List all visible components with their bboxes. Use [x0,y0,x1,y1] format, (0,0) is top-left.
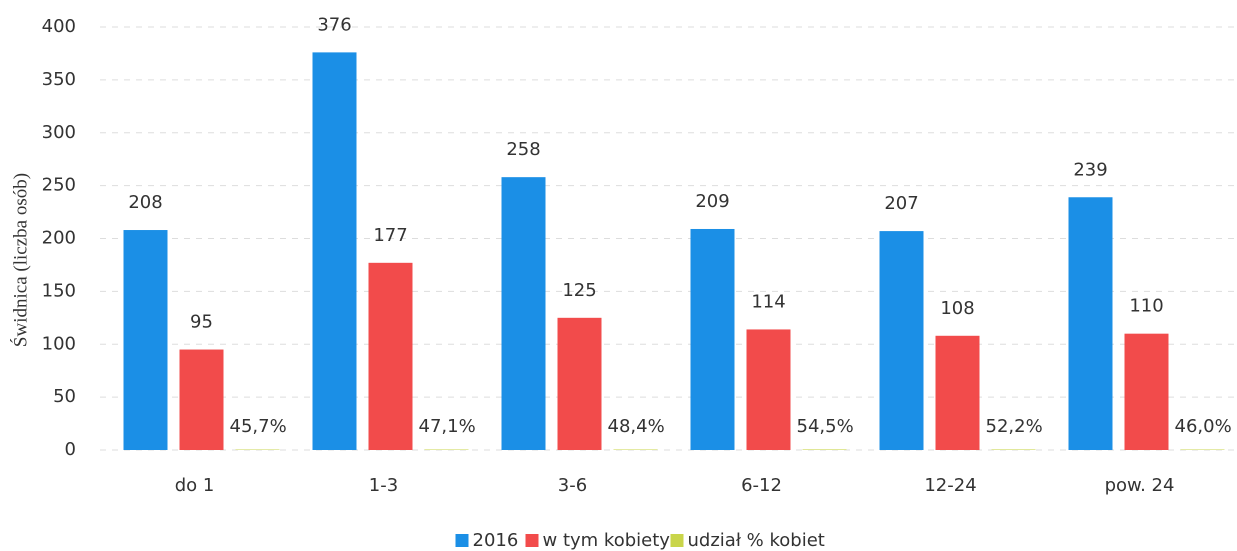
bar [1068,197,1113,450]
bar [1124,333,1169,450]
value-label: 45,7% [230,416,287,437]
x-tick-label: 12-24 [924,475,976,496]
value-label: 209 [695,191,729,212]
x-tick-label: pow. 24 [1105,475,1175,496]
bar [368,262,413,450]
legend-label: w tym kobiety [543,530,671,551]
value-label: 48,4% [608,416,665,437]
legend-swatch [455,534,469,547]
bar [746,329,791,450]
value-label: 207 [884,193,918,214]
bar [991,449,1036,450]
x-tick-label: 3-6 [558,475,587,496]
value-label: 47,1% [419,416,476,437]
bar [123,230,168,450]
value-label: 125 [562,280,596,301]
bar [312,52,357,450]
x-tick-label: do 1 [175,475,215,496]
bar [935,335,980,450]
y-tick-label: 50 [53,386,76,407]
y-tick-label: 300 [42,122,76,143]
y-tick-label: 150 [42,280,76,301]
bar [690,228,735,450]
x-tick-label: 6-12 [741,475,782,496]
value-label: 208 [128,192,162,213]
value-label: 52,2% [986,416,1043,437]
y-tick-label: 0 [65,439,76,460]
bar [879,231,924,450]
value-label: 95 [190,312,213,333]
value-label: 114 [751,291,785,312]
y-tick-label: 200 [42,228,76,249]
value-label: 239 [1073,159,1107,180]
value-label: 108 [940,298,974,319]
y-tick-label: 250 [42,175,76,196]
legend-label: 2016 [473,530,519,551]
legend-swatch [525,534,539,547]
bar [179,349,224,450]
x-tick-label: 1-3 [369,475,398,496]
y-tick-label: 400 [42,16,76,37]
value-label: 46,0% [1175,416,1232,437]
value-label: 177 [373,225,407,246]
y-tick-label: 350 [42,69,76,90]
bar [501,177,546,451]
bar [613,449,658,450]
legend-label: udział % kobiet [688,530,825,551]
legend-swatch [670,534,684,547]
bar [802,449,847,450]
value-label: 54,5% [797,416,854,437]
value-label: 376 [317,14,351,35]
y-tick-label: 100 [42,333,76,354]
value-label: 110 [1129,296,1163,317]
y-axis-label: Świdnica (liczba osób) [9,173,31,347]
value-label: 258 [506,139,540,160]
bar [557,317,602,450]
